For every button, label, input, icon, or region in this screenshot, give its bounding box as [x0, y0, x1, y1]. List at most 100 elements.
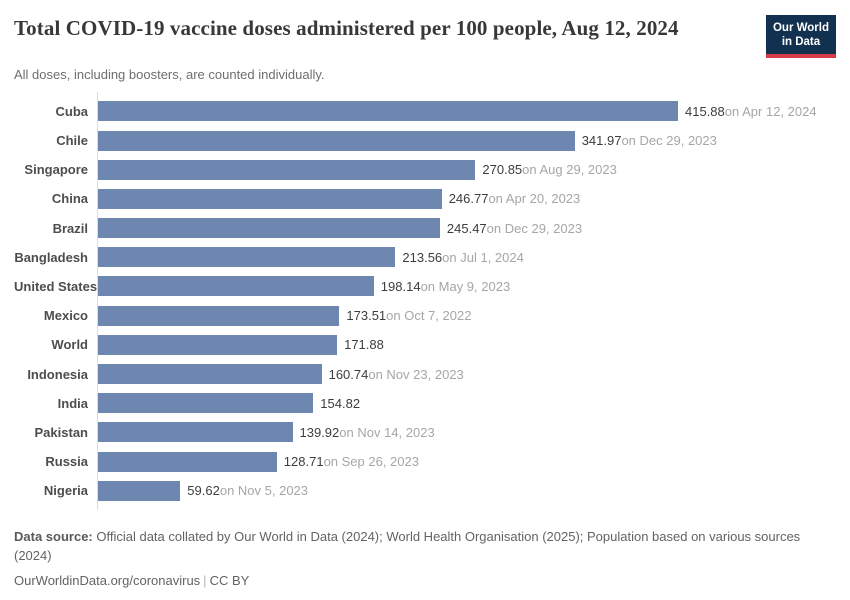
bar-area: 198.14 on May 9, 2023	[97, 272, 836, 301]
bar[interactable]	[97, 422, 293, 443]
value-label: 171.88	[344, 337, 384, 353]
bar-area: 128.71 on Sep 26, 2023	[97, 447, 836, 476]
date-label: on Apr 12, 2024	[724, 103, 817, 119]
date-label: on Dec 29, 2023	[486, 220, 583, 236]
bar[interactable]	[97, 130, 575, 151]
bar-area: 160.74 on Nov 23, 2023	[97, 359, 836, 388]
date-label: on Aug 29, 2023	[522, 162, 617, 178]
chart-row: Singapore 270.85 on Aug 29, 2023	[14, 155, 836, 184]
bar-area: 341.97 on Dec 29, 2023	[97, 126, 836, 155]
chart-rows: Cuba 415.88 on Apr 12, 2024 Chile 341.97 on D…	[14, 97, 836, 506]
chart-row: Russia 128.71 on Sep 26, 2023	[14, 447, 836, 476]
date-label: on Jul 1, 2024	[442, 249, 524, 265]
bar[interactable]	[97, 305, 340, 326]
owid-logo-line1: Our World	[772, 22, 829, 34]
header: Total COVID-19 vaccine doses administere…	[14, 10, 836, 58]
separator: |	[203, 572, 207, 588]
value-label: 341.97	[581, 133, 622, 149]
bar-area: 415.88 on Apr 12, 2024	[97, 97, 836, 126]
row-label: Nigeria	[43, 483, 88, 499]
bar-area: 171.88	[97, 330, 836, 359]
bar-area: 59.62 on Nov 5, 2023	[97, 476, 836, 505]
value-label: 59.62	[187, 483, 220, 499]
row-label: Cuba	[55, 103, 89, 119]
chart-row: Pakistan 139.92 on Nov 14, 2023	[14, 418, 836, 447]
bar-area: 213.56 on Jul 1, 2024	[97, 243, 836, 272]
bar-area: 173.51 on Oct 7, 2022	[97, 301, 836, 330]
date-label: on Oct 7, 2022	[386, 308, 472, 324]
row-label: India	[57, 395, 88, 411]
bar-area: 245.47 on Dec 29, 2023	[97, 214, 836, 243]
data-source-label: Data source:	[14, 529, 93, 545]
data-source-note: Data source: Official data collated by O…	[14, 528, 836, 564]
owid-logo: Our World in Data	[765, 15, 836, 58]
bar[interactable]	[97, 480, 181, 501]
chart-row: United States 198.14 on May 9, 2023	[14, 272, 836, 301]
data-source-text: Official data collated by Our World in D…	[14, 529, 801, 563]
date-label: on Dec 29, 2023	[621, 133, 717, 149]
row-label: Indonesia	[27, 366, 88, 382]
value-label: 160.74	[328, 366, 369, 382]
license-line: OurWorldinData.org/coronavirus | CC BY	[14, 573, 836, 588]
row-label: Russia	[45, 454, 88, 470]
row-label: Brazil	[52, 220, 88, 236]
value-label: 198.14	[380, 278, 421, 294]
bar-area: 139.92 on Nov 14, 2023	[97, 418, 836, 447]
bar[interactable]	[97, 276, 374, 297]
bar[interactable]	[97, 101, 678, 122]
chart-row: China 246.77 on Apr 20, 2023	[14, 184, 836, 213]
bar-area: 246.77 on Apr 20, 2023	[97, 184, 836, 213]
row-label: United States	[14, 278, 98, 294]
chart-row: Cuba 415.88 on Apr 12, 2024	[14, 97, 836, 126]
date-label: on Nov 23, 2023	[368, 366, 464, 382]
value-label: 154.82	[320, 395, 361, 411]
date-label: on Nov 5, 2023	[219, 483, 309, 499]
date-label: on Apr 20, 2023	[488, 191, 581, 207]
chart-row: World 171.88	[14, 330, 836, 359]
value-label: 270.85	[482, 162, 523, 178]
chart-row: Bangladesh 213.56 on Jul 1, 2024	[14, 243, 836, 272]
value-label: 245.47	[446, 220, 487, 236]
chart-footer: Data source: Official data collated by O…	[14, 528, 836, 587]
y-axis-line	[97, 91, 98, 511]
bar-chart: Cuba 415.88 on Apr 12, 2024 Chile 341.97 on D…	[14, 91, 836, 511]
value-label: 246.77	[448, 191, 489, 207]
bar[interactable]	[97, 364, 322, 385]
bar[interactable]	[97, 393, 314, 414]
chart-row: Nigeria 59.62 on Nov 5, 2023	[14, 476, 836, 505]
row-label: Mexico	[43, 308, 88, 324]
value-label: 213.56	[402, 249, 443, 265]
chart-row: Mexico 173.51 on Oct 7, 2022	[14, 301, 836, 330]
row-label: Pakistan	[34, 424, 88, 440]
owid-logo-line2: in Data	[781, 36, 821, 49]
value-label: 173.51	[346, 308, 387, 324]
chart-row: India 154.82	[14, 389, 836, 418]
bar[interactable]	[97, 188, 442, 209]
license-label[interactable]: CC BY	[209, 572, 250, 588]
row-label: World	[51, 337, 88, 353]
row-label: China	[51, 191, 88, 207]
chart-subtitle: All doses, including boosters, are count…	[14, 66, 325, 82]
bar-area: 270.85 on Aug 29, 2023	[97, 155, 836, 184]
value-label: 128.71	[283, 454, 324, 470]
date-label: on Nov 14, 2023	[339, 424, 435, 440]
date-label: on May 9, 2023	[420, 278, 511, 294]
bar[interactable]	[97, 218, 440, 239]
row-label: Singapore	[24, 162, 88, 178]
bar[interactable]	[97, 247, 396, 268]
chart-row: Brazil 245.47 on Dec 29, 2023	[14, 214, 836, 243]
bar[interactable]	[97, 334, 338, 355]
value-label: 139.92	[299, 424, 340, 440]
chart-row: Indonesia 160.74 on Nov 23, 2023	[14, 359, 836, 388]
bar-area: 154.82	[97, 389, 836, 418]
row-label: Bangladesh	[14, 249, 88, 265]
value-label: 415.88	[685, 103, 725, 119]
chart-title: Total COVID-19 vaccine doses administere…	[14, 16, 679, 40]
bar[interactable]	[97, 451, 277, 472]
bar[interactable]	[97, 159, 476, 180]
date-label: on Sep 26, 2023	[323, 454, 419, 470]
row-label: Chile	[56, 133, 88, 149]
owid-link[interactable]: OurWorldinData.org/coronavirus	[14, 572, 201, 588]
chart-row: Chile 341.97 on Dec 29, 2023	[14, 126, 836, 155]
